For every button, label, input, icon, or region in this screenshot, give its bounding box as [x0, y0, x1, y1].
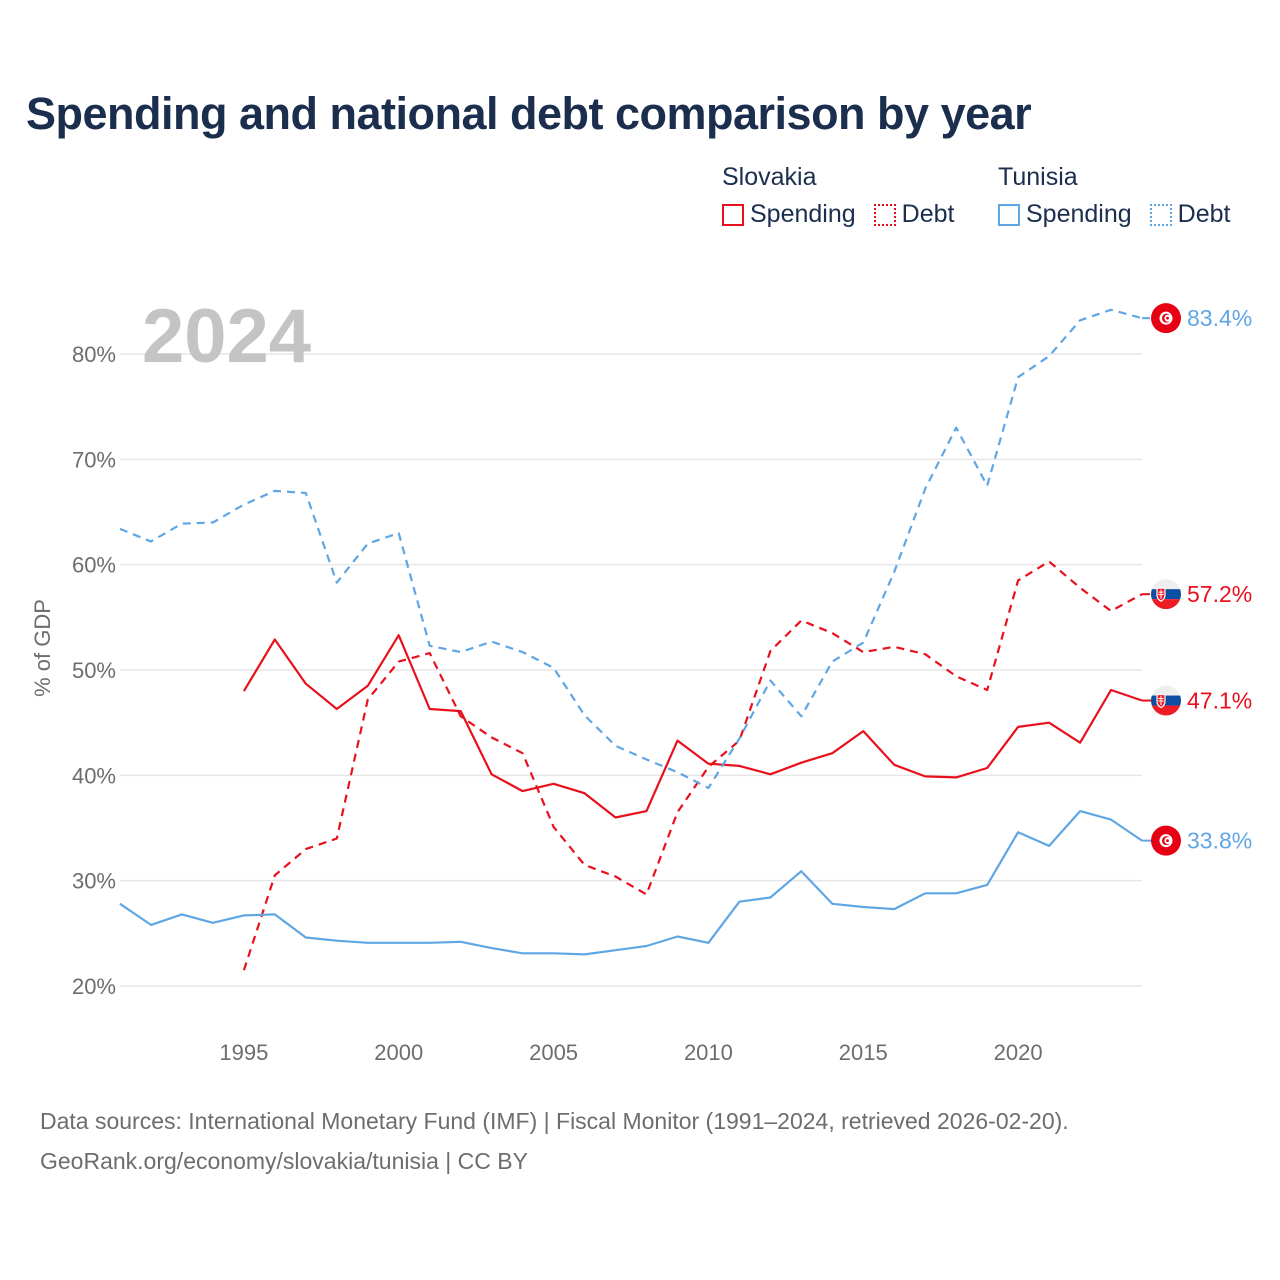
y-tick-label: 30% [72, 869, 116, 894]
legend-swatch [1149, 203, 1172, 226]
y-tick-label: 40% [72, 763, 116, 788]
legend-item-slovakia-spending[interactable]: Spending [722, 200, 856, 229]
flag-stripe-white [1151, 579, 1181, 590]
legend-item-tunisia-spending[interactable]: Spending [998, 200, 1132, 229]
y-tick-label: 70% [72, 447, 116, 472]
x-tick-label: 2010 [684, 1040, 733, 1065]
slovakia-flag-icon [1151, 685, 1181, 716]
x-tick-label: 2020 [994, 1040, 1043, 1065]
year-watermark: 2024 [142, 294, 311, 379]
legend-label: Debt [901, 200, 955, 228]
legend-item-slovakia-debt[interactable]: Debt [873, 200, 955, 229]
legend-label: Debt [1177, 200, 1231, 228]
y-tick-label: 60% [72, 553, 116, 578]
flag-star [1166, 316, 1169, 320]
x-tick-label: 2015 [839, 1040, 888, 1065]
legend-group-title: Tunisia [998, 163, 1078, 191]
source-line: Data sources: International Monetary Fun… [40, 1108, 1069, 1134]
legend-label: Spending [1026, 200, 1132, 228]
legend-swatch [998, 203, 1020, 226]
series-line-tunisia-debt [119, 308, 1143, 790]
y-tick-label: 80% [72, 342, 116, 367]
legend-item-tunisia-debt[interactable]: Debt [1149, 200, 1231, 229]
tunisia-flag-icon [1151, 825, 1181, 856]
flag-stripe-white [1151, 685, 1181, 696]
series-line-tunisia-spending [119, 809, 1143, 956]
flag-stripe-blue [1151, 589, 1181, 600]
series-lines [119, 308, 1143, 971]
end-value-label: 33.8% [1187, 828, 1252, 854]
legend-swatch [722, 203, 744, 226]
legend-group-slovakia: Slovakia Spending Debt [722, 160, 972, 229]
source-url: GeoRank.org/economy/slovakia/tunisia | C… [40, 1148, 528, 1174]
chart-title: Spending and national debt comparison by… [26, 88, 1032, 139]
end-value-label: 83.4% [1187, 305, 1252, 331]
tunisia-flag-icon [1151, 303, 1181, 334]
flag-stripe-red [1151, 705, 1181, 716]
x-tick-label: 2005 [529, 1040, 578, 1065]
end-markers: 47.1% 57.2% 33.8% 83.4% [1142, 303, 1252, 856]
x-tick-label: 2000 [374, 1040, 423, 1065]
series-line-slovakia-spending [242, 634, 1143, 819]
gridlines [120, 353, 1142, 987]
x-tick-label: 1995 [219, 1040, 268, 1065]
y-tick-label: 50% [72, 658, 116, 683]
flag-stripe-blue [1151, 695, 1181, 706]
legend-group-tunisia: Tunisia Spending Debt [998, 160, 1248, 229]
flag-body [1151, 685, 1181, 716]
legend-swatch [873, 203, 896, 226]
legend-label: Spending [750, 200, 856, 228]
end-value-label: 47.1% [1187, 688, 1252, 714]
legend-group-title: Slovakia [722, 163, 817, 191]
flag-cross [1158, 696, 1164, 706]
slovakia-flag-icon [1151, 579, 1181, 610]
series-line-slovakia-debt [242, 560, 1143, 971]
y-axis-ticks: 20% 30% 40% 50% 60% 70% 80% [72, 342, 116, 999]
flag-cross [1158, 589, 1164, 599]
y-axis-label: % of GDP [30, 599, 55, 697]
flag-stripe-red [1151, 599, 1181, 610]
flag-star [1166, 839, 1169, 843]
flag-body [1151, 579, 1181, 610]
x-axis-ticks: 1995 2000 2005 2010 2015 2020 [219, 1040, 1042, 1065]
end-value-label: 57.2% [1187, 581, 1252, 607]
y-tick-label: 20% [72, 974, 116, 999]
